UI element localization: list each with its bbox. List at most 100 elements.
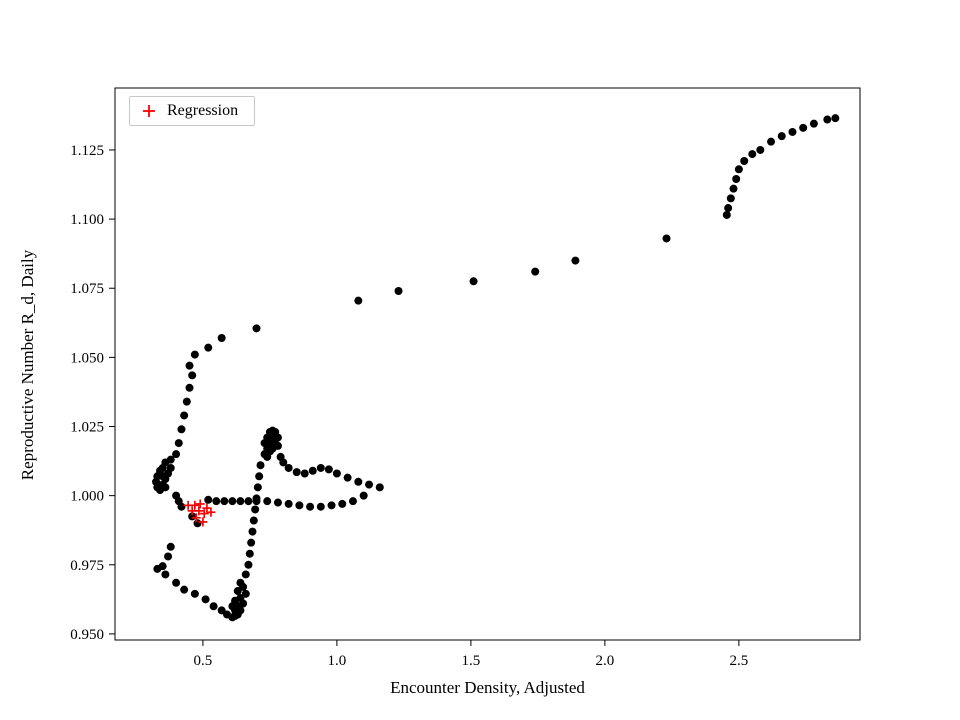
y-tick-label: 1.050: [70, 350, 104, 366]
x-tick-label: 1.5: [462, 653, 481, 669]
scatter-point: [204, 495, 213, 504]
y-axis-label: Reproductive Number R_d, Daily: [18, 249, 37, 481]
scatter-point: [241, 589, 250, 598]
scatter-point: [375, 483, 384, 492]
scatter-point: [726, 194, 735, 203]
scatter-point: [324, 465, 333, 474]
scatter-point: [172, 450, 181, 459]
scatter-point: [201, 595, 210, 604]
scatter-point: [756, 145, 765, 154]
scatter-point: [327, 501, 336, 510]
scatter-point: [263, 452, 272, 461]
x-tick-label: 2.0: [596, 653, 615, 669]
y-tick-label: 1.000: [70, 489, 104, 505]
scatter-point: [722, 210, 731, 219]
legend-label-regression: Regression: [167, 102, 239, 119]
scatter-point: [158, 562, 167, 571]
scatter-point: [241, 570, 250, 579]
scatter-point: [279, 458, 288, 467]
scatter-point: [354, 296, 363, 305]
y-tick-label: 1.100: [70, 212, 104, 228]
scatter-point: [190, 589, 199, 598]
scatter-point: [161, 570, 170, 579]
scatter-point: [256, 461, 265, 470]
y-tick-label: 1.075: [70, 281, 104, 297]
scatter-point: [767, 137, 776, 146]
y-tick-label: 1.125: [70, 143, 104, 159]
scatter-point: [724, 204, 733, 213]
scatter-point: [180, 411, 189, 420]
scatter-point: [295, 501, 304, 510]
scatter-point: [777, 132, 786, 141]
scatter-point: [748, 150, 757, 159]
scatter-point: [531, 267, 540, 276]
scatter-point: [292, 468, 301, 477]
scatter-point: [316, 463, 325, 472]
scatter-point: [729, 184, 738, 193]
scatter-point: [284, 463, 293, 472]
scatter-point: [348, 497, 357, 506]
scatter-point: [823, 115, 832, 124]
scatter-point: [662, 234, 671, 243]
scatter-point: [209, 602, 218, 611]
scatter-point: [182, 397, 191, 406]
scatter-point: [306, 502, 315, 511]
scatter-point: [316, 502, 325, 511]
scatter-point: [284, 499, 293, 508]
scatter-point: [343, 473, 352, 482]
scatter-point: [799, 123, 808, 132]
scatter-point: [571, 256, 580, 265]
scatter-point: [190, 350, 199, 359]
scatter-point: [253, 483, 262, 492]
scatter-point: [338, 499, 347, 508]
scatter-point: [788, 127, 797, 136]
scatter-point: [394, 286, 403, 295]
x-tick-label: 2.5: [729, 653, 748, 669]
scatter-point: [244, 560, 253, 569]
scatter-point: [354, 477, 363, 486]
x-tick-label: 0.5: [194, 653, 213, 669]
scatter-point: [188, 371, 197, 380]
scatter-point: [166, 542, 175, 551]
scatter-point: [255, 472, 264, 481]
scatter-point: [220, 497, 229, 506]
scatter-point: [177, 425, 186, 434]
scatter-point: [244, 497, 253, 506]
scatter-point: [247, 538, 256, 547]
y-tick-label: 0.950: [70, 627, 104, 643]
legend: Regression: [129, 96, 256, 126]
scatter-point: [359, 491, 368, 500]
scatter-point: [236, 578, 245, 587]
scatter-point: [180, 585, 189, 594]
scatter-point: [740, 157, 749, 166]
axes-border: [114, 87, 861, 641]
scatter-point: [308, 466, 317, 475]
scatter-point: [193, 519, 202, 528]
scatter-point: [177, 502, 186, 511]
scatter-point: [271, 432, 280, 441]
scatter-point: [469, 277, 478, 286]
scatter-point: [273, 498, 282, 507]
scatter-point: [332, 469, 341, 478]
scatter-point: [185, 383, 194, 392]
scatter-point: [248, 527, 257, 536]
x-axis-label: Encounter Density, Adjusted: [390, 678, 585, 697]
scatter-point: [172, 578, 181, 587]
scatter-point: [164, 552, 173, 561]
scatter-point: [734, 165, 743, 174]
scatter-point: [185, 361, 194, 370]
scatter-point: [273, 441, 282, 450]
scatter-point: [174, 439, 183, 448]
scatter-point: [365, 480, 374, 489]
scatter-point: [204, 343, 213, 352]
scatter-point: [245, 549, 254, 558]
scatter-point: [732, 174, 741, 183]
scatter-point: [260, 439, 269, 448]
scatter-point: [809, 119, 818, 128]
scatter-point: [161, 483, 170, 492]
scatter-point: [252, 497, 261, 506]
scatter-point: [300, 469, 309, 478]
y-tick-label: 1.025: [70, 420, 104, 436]
